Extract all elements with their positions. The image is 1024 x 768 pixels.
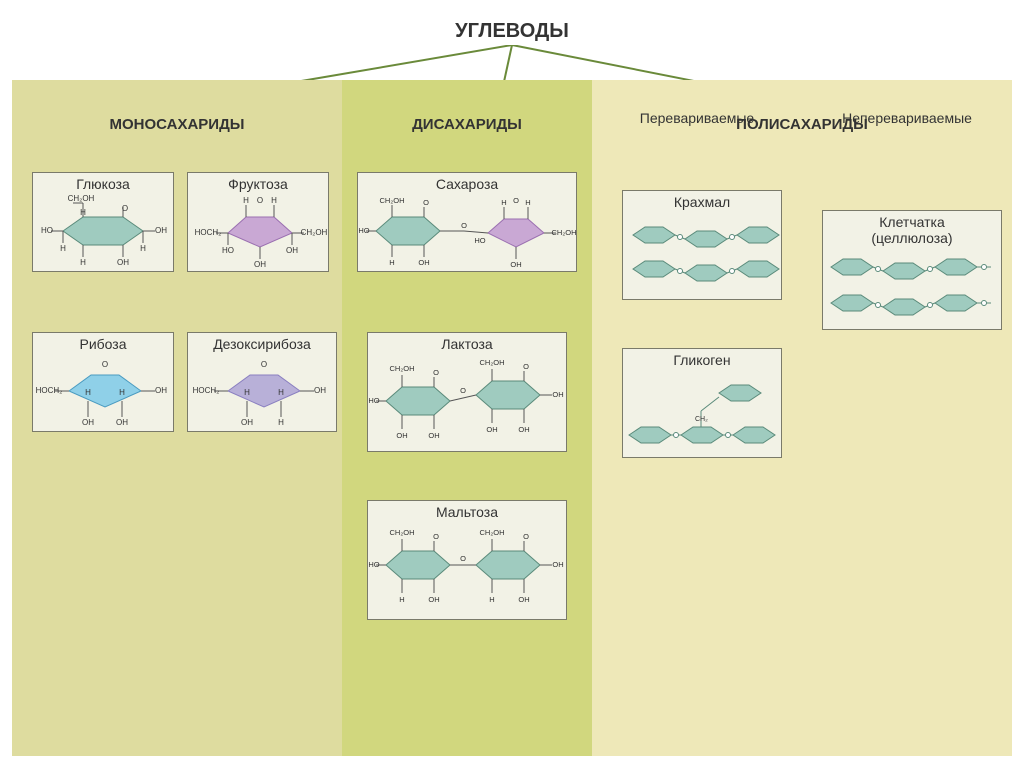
- svg-text:H: H: [243, 196, 249, 205]
- svg-text:H: H: [119, 388, 125, 397]
- svg-text:O: O: [102, 360, 108, 369]
- svg-text:CH₂OH: CH₂OH: [480, 528, 505, 537]
- svg-text:O: O: [461, 221, 467, 230]
- svg-text:OH: OH: [428, 431, 439, 440]
- poly-sub1: Перевариваемые: [592, 110, 802, 126]
- svg-text:OH: OH: [117, 258, 129, 267]
- card-fructose: Фруктоза HOCH₂ CH₂OH O H H HO OH OH: [187, 172, 329, 272]
- svg-text:O: O: [460, 554, 466, 563]
- svg-text:OH: OH: [396, 431, 407, 440]
- svg-text:CH₂OH: CH₂OH: [390, 528, 415, 537]
- svg-text:H: H: [501, 198, 506, 207]
- card-ribose-title: Рибоза: [33, 333, 173, 353]
- svg-text:CH₂: CH₂: [695, 416, 708, 423]
- svg-text:O: O: [513, 196, 519, 205]
- svg-text:CH₂OH: CH₂OH: [390, 364, 415, 373]
- card-starch-title: Крахмал: [623, 191, 781, 211]
- svg-text:OH: OH: [552, 560, 563, 569]
- svg-text:OH: OH: [241, 418, 253, 427]
- svg-text:H: H: [278, 418, 284, 427]
- card-glycogen-title: Гликоген: [623, 349, 781, 369]
- svg-text:OH: OH: [82, 418, 94, 427]
- svg-text:OH: OH: [518, 595, 529, 604]
- card-fructose-title: Фруктоза: [188, 173, 328, 193]
- svg-text:O: O: [122, 204, 128, 213]
- svg-text:H: H: [140, 244, 146, 253]
- svg-text:HO: HO: [222, 246, 234, 255]
- svg-text:O: O: [460, 386, 466, 395]
- card-deoxyribose: Дезоксирибоза HOCH₂ OH O H H OH H: [187, 332, 337, 432]
- svg-text:O: O: [261, 360, 267, 369]
- svg-text:H: H: [489, 595, 494, 604]
- svg-text:OH: OH: [314, 386, 326, 395]
- svg-text:H: H: [85, 388, 91, 397]
- svg-text:CH₂OH: CH₂OH: [552, 228, 577, 237]
- poly-sub2: Неперевариваемые: [802, 110, 1012, 126]
- svg-text:CH₂OH: CH₂OH: [301, 228, 328, 237]
- svg-text:HO: HO: [474, 236, 485, 245]
- card-cellulose-title: Клетчатка (целлюлоза): [823, 211, 1001, 247]
- svg-text:H: H: [244, 388, 250, 397]
- svg-text:CH₂OH: CH₂OH: [480, 358, 505, 367]
- svg-text:CH₂OH: CH₂OH: [68, 194, 95, 203]
- svg-text:OH: OH: [155, 386, 167, 395]
- svg-text:OH: OH: [418, 258, 429, 267]
- card-glucose-title: Глюкоза: [33, 173, 173, 193]
- svg-text:H: H: [278, 388, 284, 397]
- svg-text:OH: OH: [510, 260, 521, 269]
- svg-text:CH₂OH: CH₂OH: [380, 196, 405, 205]
- svg-text:HOCH₂: HOCH₂: [193, 386, 220, 395]
- panel: МОНОСАХАРИДЫ ДИСАХАРИДЫ ПОЛИСАХАРИДЫ Пер…: [12, 80, 1012, 756]
- svg-text:O: O: [523, 362, 529, 371]
- svg-text:OH: OH: [116, 418, 128, 427]
- svg-text:H: H: [80, 258, 86, 267]
- svg-text:OH: OH: [518, 425, 529, 434]
- svg-text:HO: HO: [368, 560, 379, 569]
- col-di-head: ДИСАХАРИДЫ: [342, 80, 592, 143]
- svg-text:O: O: [433, 532, 439, 541]
- card-lactose: Лактоза CH₂OH CH₂OH O O HO OH O OH OH OH OH: [367, 332, 567, 452]
- svg-text:OH: OH: [254, 260, 266, 269]
- card-lactose-title: Лактоза: [368, 333, 566, 353]
- svg-text:H: H: [525, 198, 530, 207]
- svg-text:O: O: [257, 196, 263, 205]
- svg-text:H: H: [271, 196, 277, 205]
- svg-text:O: O: [523, 532, 529, 541]
- svg-text:OH: OH: [486, 425, 497, 434]
- page-title: УГЛЕВОДЫ: [0, 20, 1024, 43]
- col-mono-head: МОНОСАХАРИДЫ: [12, 80, 342, 143]
- card-cellulose: Клетчатка (целлюлоза): [822, 210, 1002, 330]
- svg-text:HO: HO: [41, 226, 53, 235]
- svg-text:HO: HO: [368, 396, 379, 405]
- svg-text:H: H: [389, 258, 394, 267]
- card-starch: Крахмал: [622, 190, 782, 300]
- svg-text:OH: OH: [286, 246, 298, 255]
- svg-text:O: O: [423, 198, 429, 207]
- svg-text:HOCH₂: HOCH₂: [36, 386, 63, 395]
- card-ribose: Рибоза HOCH₂ OH O H H OH OH: [32, 332, 174, 432]
- svg-text:H: H: [60, 244, 66, 253]
- card-glucose: Глюкоза CH₂OH O HO OH H H H OH H: [32, 172, 174, 272]
- svg-text:OH: OH: [552, 390, 563, 399]
- card-glycogen: Гликоген CH₂: [622, 348, 782, 458]
- svg-text:H: H: [80, 208, 86, 217]
- svg-text:OH: OH: [155, 226, 167, 235]
- svg-text:O: O: [433, 368, 439, 377]
- card-maltose: Мальтоза CH₂OH CH₂OH O O HO OH O H OH H OH: [367, 500, 567, 620]
- svg-text:HO: HO: [358, 226, 369, 235]
- card-maltose-title: Мальтоза: [368, 501, 566, 521]
- card-deoxy-title: Дезоксирибоза: [188, 333, 336, 353]
- svg-text:H: H: [399, 595, 404, 604]
- card-sucrose-title: Сахароза: [358, 173, 576, 193]
- card-sucrose: Сахароза CH₂OHO HO HOH O O CH₂OH HH: [357, 172, 577, 272]
- svg-text:HOCH₂: HOCH₂: [195, 228, 222, 237]
- svg-text:OH: OH: [428, 595, 439, 604]
